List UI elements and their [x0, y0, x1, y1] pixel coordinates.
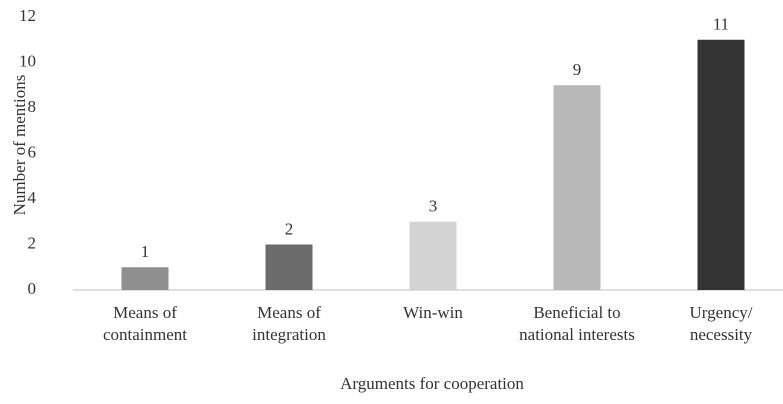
y-tick-label: 0: [28, 279, 37, 298]
bar: [265, 244, 313, 290]
data-label: 11: [713, 15, 729, 34]
y-tick-label: 10: [19, 51, 36, 70]
y-tick-label: 4: [28, 188, 37, 207]
bar: [121, 267, 169, 290]
x-tick-label: Beneficial to national interests: [519, 303, 635, 344]
bar: [553, 85, 601, 290]
data-label: 9: [573, 60, 582, 79]
x-axis-title: Arguments for cooperation: [340, 374, 524, 393]
x-tick-label: Urgency/ necessity: [689, 303, 753, 344]
x-tick-label: Means of integration: [252, 303, 326, 344]
bar: [409, 221, 457, 290]
y-tick-label: 8: [28, 97, 37, 116]
data-label: 3: [429, 197, 438, 216]
bar: [697, 39, 745, 290]
x-tick-label: Win-win: [403, 303, 463, 322]
y-tick-label: 6: [28, 142, 37, 161]
y-tick-label: 12: [19, 6, 36, 25]
y-axis-title: Number of mentions: [10, 75, 29, 216]
data-label: 1: [141, 242, 150, 261]
data-label: 2: [285, 219, 294, 238]
x-tick-label: Means of containment: [102, 303, 188, 344]
y-tick-label: 2: [28, 233, 37, 252]
